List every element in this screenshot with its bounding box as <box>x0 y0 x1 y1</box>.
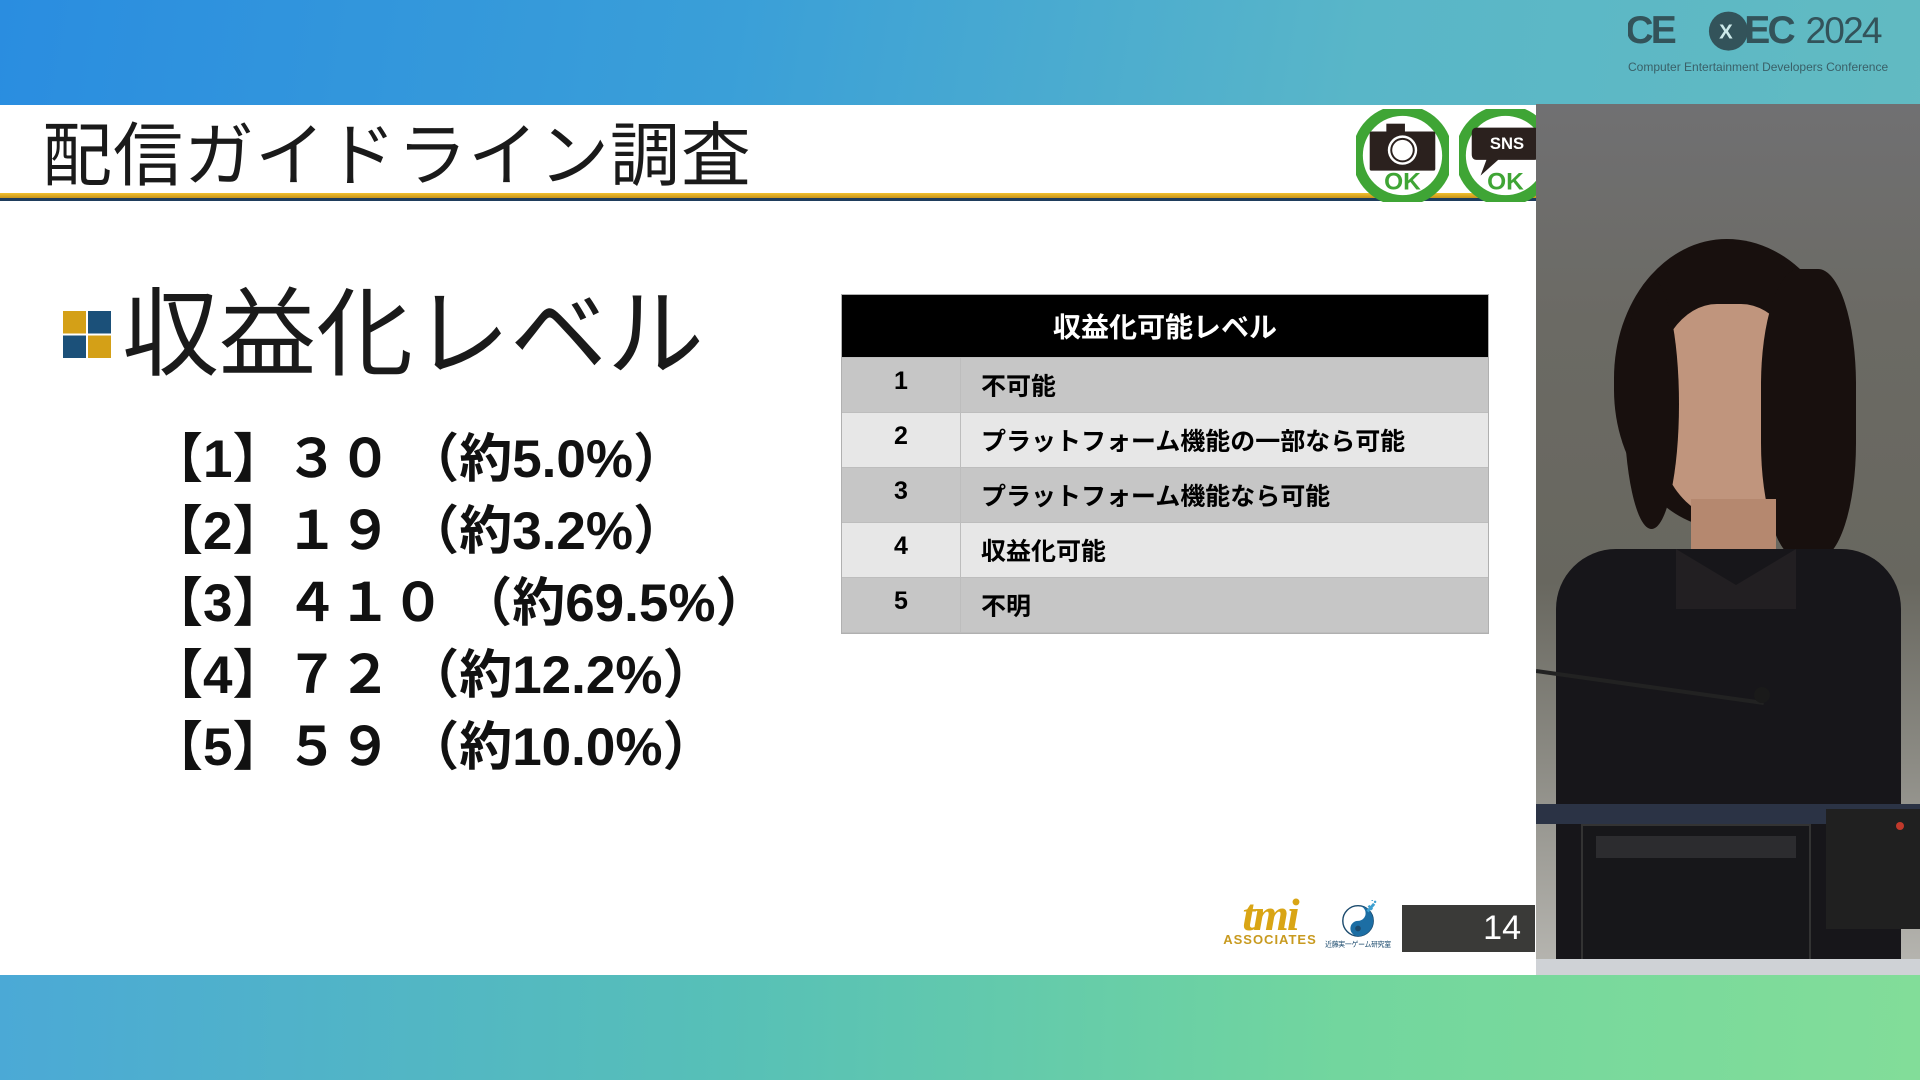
svg-text:CE: CE <box>1628 9 1676 52</box>
svg-text:EC: EC <box>1744 9 1795 52</box>
svg-text:OK: OK <box>1384 168 1421 195</box>
svg-text:X: X <box>1719 22 1733 44</box>
svg-text:OK: OK <box>1487 168 1524 195</box>
svg-text:SNS: SNS <box>1490 134 1524 153</box>
svg-text:2024: 2024 <box>1806 9 1882 51</box>
